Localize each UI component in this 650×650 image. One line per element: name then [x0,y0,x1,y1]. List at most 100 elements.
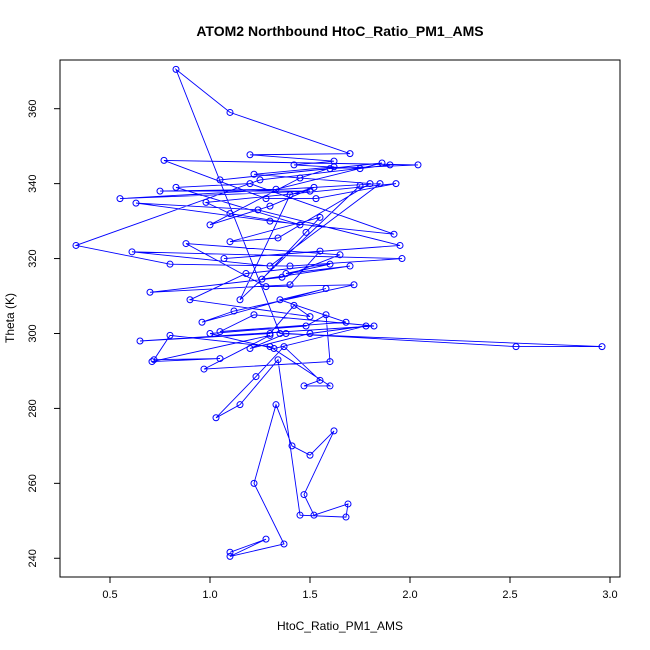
data-point [250,311,258,319]
data-point [598,343,606,351]
data-point [326,382,334,390]
data-point [250,479,258,487]
x-tick-label: 0.5 [102,589,117,601]
data-point [160,156,168,164]
data-point [300,382,308,390]
data-point [116,195,124,203]
data-point [370,322,378,330]
data-point [212,414,220,422]
data-point [136,337,144,345]
data-point [290,161,298,169]
data-point [128,248,136,256]
data-point [300,491,308,499]
data-point [72,241,80,249]
data-point [186,296,194,304]
data-point [266,262,274,270]
data-point [306,187,314,195]
data-point [226,210,234,218]
data-point [172,183,180,191]
data-point [392,180,400,188]
data-point [326,358,334,366]
x-tick-label: 1.0 [202,589,217,601]
data-point [306,451,314,459]
x-axis-label: HtoC_Ratio_PM1_AMS [277,619,403,633]
data-point [266,217,274,225]
data-point [272,185,280,193]
data-point [246,151,254,159]
data-point [312,195,320,203]
data-point [274,234,282,242]
data-point [262,283,270,291]
data-point [156,187,164,195]
data-point [346,262,354,270]
chart-title: ATOM2 Northbound HtoC_Ratio_PM1_AMS [196,23,483,39]
data-point [286,262,294,270]
data-point [256,176,264,184]
data-point [216,328,224,336]
data-point [270,344,278,352]
data-point [336,251,344,259]
data-point [226,238,234,246]
data-point [326,165,334,173]
data-point [296,174,304,182]
data-point [306,313,314,321]
data-point [272,401,280,409]
data-point [242,270,250,278]
data-point [512,343,520,351]
data-point [266,329,274,337]
data-point [356,182,364,190]
data-point [220,255,228,263]
x-tick-label: 2.5 [502,589,517,601]
data-point [286,281,294,289]
data-point [262,535,270,543]
data-point [342,513,350,521]
data-point [276,296,284,304]
data-point [230,307,238,315]
y-tick-label: 340 [27,174,39,192]
data-point [132,199,140,207]
data-point [398,255,406,263]
data-point [254,206,262,214]
data-point [276,329,284,337]
data-point [316,376,324,384]
data-point [330,427,338,435]
data-point [346,150,354,158]
data-point [316,247,324,255]
data-point [376,180,384,188]
data-point [202,198,210,206]
data-point [274,356,282,364]
data-point [342,318,350,326]
data-point [302,322,310,330]
data-point [378,159,386,167]
y-axis-label: Theta (K) [3,293,17,343]
data-point [226,548,234,556]
data-point [288,442,296,450]
data-point [350,281,358,289]
data-point [326,260,334,268]
data-point [280,540,288,548]
data-point [286,191,294,199]
y-tick-label: 320 [27,249,39,267]
data-point [316,213,324,221]
data-point [216,355,224,363]
data-point [266,331,274,339]
data-point [252,373,260,381]
data-point [226,108,234,116]
data-point [262,195,270,203]
data-point [266,343,274,351]
data-point [150,356,158,364]
data-point [414,161,422,169]
data-point [296,511,304,519]
x-tick-label: 3.0 [602,589,617,601]
data-point [200,365,208,373]
data-point [344,500,352,508]
data-point [362,322,370,330]
data-point [282,270,290,278]
data-point [146,288,154,296]
data-point [280,343,288,351]
data-point [216,176,224,184]
y-tick-label: 360 [27,100,39,118]
data-point [266,202,274,210]
y-axis: 240 260 280 300 320 340 360 [27,100,60,567]
